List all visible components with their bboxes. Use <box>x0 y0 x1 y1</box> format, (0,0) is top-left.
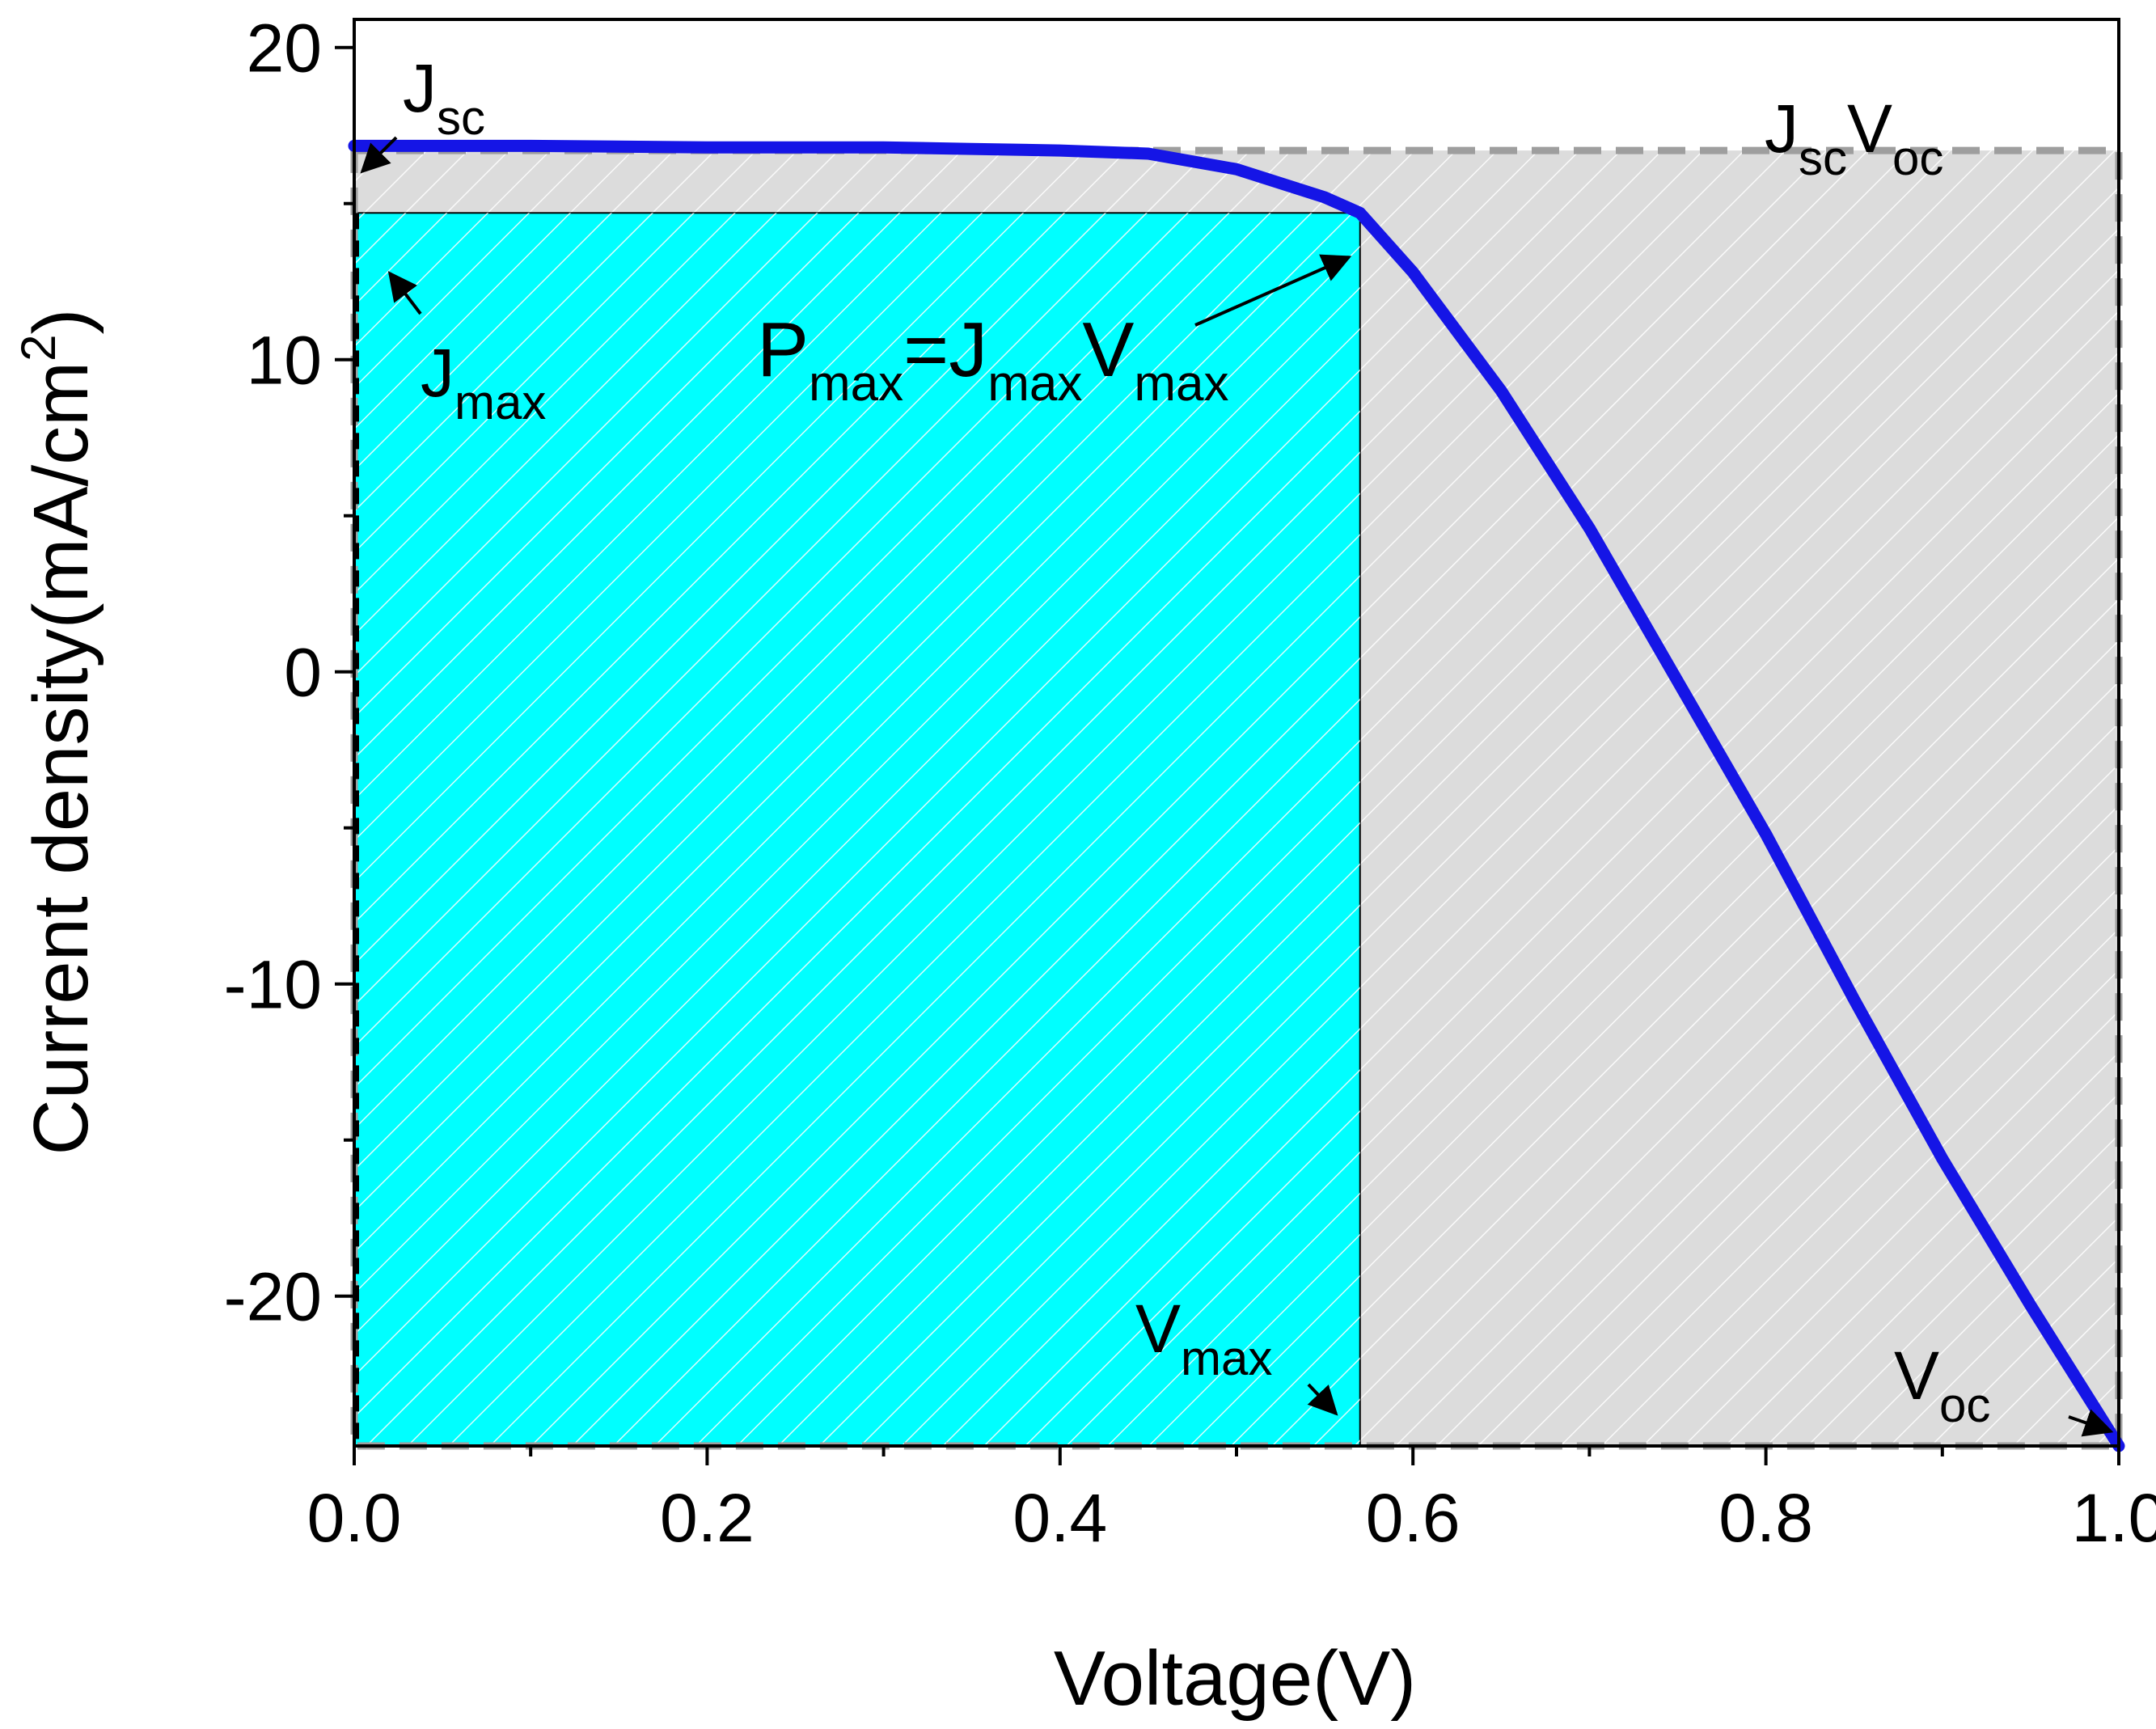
pmax-sub3: max <box>1134 356 1228 412</box>
jscvoc-label: JscVoc <box>1765 91 1943 185</box>
pmax-label: Pmax=JmaxVmax <box>757 306 1229 412</box>
voc-label: Voc <box>1894 1338 1990 1432</box>
plot-area <box>348 139 2125 1452</box>
voc-main: V <box>1894 1338 1939 1414</box>
pmax-p: P <box>757 306 809 393</box>
voc-sub: oc <box>1939 1378 1990 1432</box>
vmax-label: Vmax <box>1135 1291 1272 1385</box>
jmax-arrow <box>387 271 422 315</box>
y-tick-label: 0 <box>284 635 322 711</box>
jsc-main: J <box>403 50 437 126</box>
x-tick-label: 1.0 <box>2072 1480 2156 1556</box>
jmax-sub: max <box>454 375 546 429</box>
y-tick-label: 10 <box>247 323 322 399</box>
jscvoc-sub2: oc <box>1892 131 1943 185</box>
jsc-label: Jsc <box>403 50 485 145</box>
x-tick-label: 0.0 <box>307 1480 402 1556</box>
jmax-main: J <box>421 335 454 411</box>
x-tick-label: 0.6 <box>1366 1480 1461 1556</box>
pmax-eq: =J <box>903 306 987 393</box>
vmax-sub: max <box>1181 1331 1272 1385</box>
pmax-region-hatch <box>354 213 1360 1447</box>
x-axis-title: Voltage(V) <box>1054 1635 1416 1722</box>
jsc-sub: sc <box>437 91 485 145</box>
y-axis-title-sup: 2 <box>11 335 66 361</box>
x-tick-label: 0.8 <box>1718 1480 1813 1556</box>
x-tick-label: 0.2 <box>660 1480 755 1556</box>
jscvoc-main2: V <box>1847 91 1892 167</box>
jsc-arrow <box>360 136 398 174</box>
jscvoc-sub1: sc <box>1799 131 1847 185</box>
vmax-arrow <box>1307 1383 1338 1416</box>
y-tick-label: 20 <box>247 11 322 87</box>
y-axis-title-text: Current density(mA/cm <box>18 361 104 1156</box>
y-axis-title: Current density(mA/cm2) <box>11 309 104 1156</box>
pmax-sub2: max <box>987 356 1082 412</box>
y-tick-label: -20 <box>224 1259 322 1335</box>
y-axis: 20 10 0 -10 -20 <box>224 11 354 1335</box>
pmax-sub1: max <box>809 356 903 412</box>
voc-arrow <box>2068 1409 2114 1437</box>
x-tick-label: 0.4 <box>1012 1480 1107 1556</box>
pmax-v: V <box>1082 306 1134 393</box>
pmax-arrow <box>1194 254 1352 327</box>
jv-curve <box>348 139 2125 1452</box>
annotations: Jsc JscVoc Jmax Pmax=JmaxVmax Vmax Voc <box>360 50 2114 1437</box>
y-tick-label: -10 <box>224 947 322 1023</box>
x-axis: 0.0 0.2 0.4 0.6 0.8 1.0 <box>307 1446 2156 1556</box>
y-axis-title-close: ) <box>18 309 104 335</box>
jmax-label: Jmax <box>421 335 546 429</box>
vmax-main: V <box>1135 1291 1181 1367</box>
jscvoc-main1: J <box>1765 91 1799 167</box>
